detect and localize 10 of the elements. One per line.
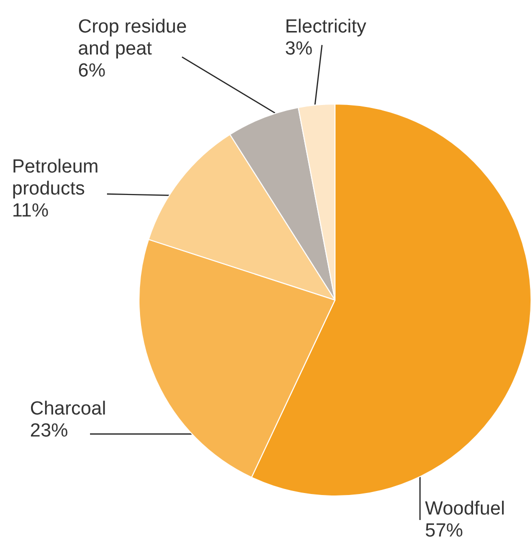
slice-label: Petroleum products <box>12 156 104 200</box>
data-label: 11% <box>12 200 49 222</box>
slice-label: Electricity <box>285 16 367 38</box>
slice-label: Woodfuel <box>425 498 505 520</box>
slice-label: Charcoal <box>30 398 106 420</box>
data-label: 23% <box>30 420 68 442</box>
data-label: 3% <box>285 38 313 60</box>
data-label: 57% <box>425 520 464 542</box>
data-label: 6% <box>78 60 106 82</box>
slice-label: Crop residue and peat <box>78 16 192 60</box>
